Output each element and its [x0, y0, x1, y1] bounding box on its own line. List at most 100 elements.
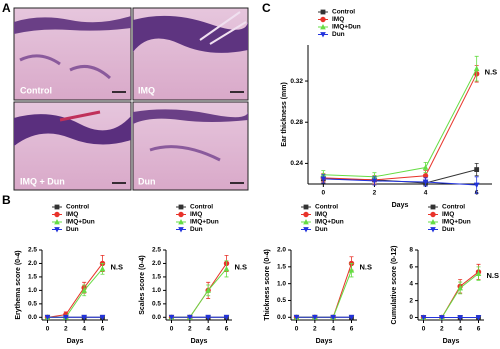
- marker: [320, 32, 326, 38]
- annotation: N.S: [487, 271, 500, 280]
- y-tick-label: 2: [409, 297, 413, 304]
- image-label: IMQ: [138, 85, 155, 95]
- x-tick-label: 6: [225, 326, 229, 333]
- series-line: [323, 73, 478, 181]
- x-axis-label: Days: [316, 338, 333, 345]
- marker: [473, 65, 480, 72]
- panel-label: B: [2, 193, 11, 207]
- marker: [54, 211, 60, 218]
- legend-label: Control: [190, 204, 213, 211]
- y-tick-label: 0.32: [290, 78, 303, 85]
- series-line: [323, 68, 478, 178]
- marker: [422, 173, 429, 179]
- x-tick-label: 4: [424, 190, 428, 197]
- marker: [430, 211, 436, 218]
- image-dun: [132, 101, 249, 191]
- legend-label: Dun: [315, 226, 328, 233]
- y-axis-label: Thickness score (0-4): [264, 249, 271, 321]
- series-line: [423, 271, 479, 318]
- annotation: N.S: [360, 262, 373, 271]
- y-tick-label: 2.0: [277, 247, 286, 254]
- marker: [168, 314, 175, 321]
- marker: [303, 219, 309, 225]
- marker: [420, 315, 427, 321]
- line-chart: 0 2 4 6 8 0 2 4 6 Days Cumulative score (0-12) Cont…: [391, 204, 499, 345]
- legend-label: IMQ+Dun: [332, 24, 361, 31]
- x-tick-label: 2: [373, 190, 377, 197]
- marker: [473, 182, 480, 189]
- marker: [178, 227, 184, 233]
- image-label: IMQ + Dun: [20, 176, 65, 186]
- legend-label: IMQ+Dun: [66, 219, 95, 226]
- x-tick-label: 0: [295, 326, 299, 333]
- y-tick-label: 0.5: [277, 297, 286, 304]
- line-chart: 0.0 0.5 1.0 1.5 2.0 0 2 4 6 Days Thickness score (…: [264, 204, 372, 345]
- marker: [44, 314, 51, 321]
- annotation: N.S: [111, 262, 124, 271]
- y-tick-label: 0.0: [152, 314, 161, 321]
- y-tick-label: 8: [409, 247, 413, 254]
- series-line: [423, 273, 479, 318]
- legend-label: Control: [332, 9, 355, 16]
- marker: [178, 204, 184, 210]
- x-tick-label: 0: [170, 326, 174, 333]
- line-chart: 0.0 0.5 1.0 1.5 2.0 2.5 0 2 4 6 Days Scales score (…: [139, 204, 247, 345]
- marker: [457, 284, 463, 291]
- marker: [422, 164, 429, 170]
- image-imq-dun: [13, 101, 132, 191]
- marker: [312, 314, 318, 321]
- x-tick-label: 0: [322, 190, 326, 197]
- x-tick-label: 2: [440, 326, 444, 333]
- marker: [54, 204, 60, 210]
- y-tick-label: 0: [409, 314, 413, 321]
- y-tick-label: 1.5: [152, 274, 161, 281]
- marker: [475, 315, 482, 321]
- marker: [320, 16, 326, 23]
- marker: [178, 219, 184, 225]
- marker: [99, 265, 106, 272]
- y-tick-label: 0.5: [152, 301, 161, 308]
- marker: [54, 227, 60, 233]
- line-chart: 0.0 0.5 1.0 1.5 2.0 2.5 0 2 4 6 Days Erythema score…: [15, 204, 123, 345]
- image-label: Control: [20, 85, 52, 95]
- legend-label: IMQ+Dun: [442, 219, 471, 226]
- marker: [63, 314, 69, 321]
- legend-label: IMQ: [315, 211, 327, 218]
- marker: [223, 265, 230, 272]
- y-tick-label: 2.0: [152, 260, 161, 267]
- y-tick-label: 1.5: [28, 274, 37, 281]
- series-line: [171, 263, 227, 318]
- histology-images: Control IMQ IMQ + Dun Dun: [13, 7, 249, 191]
- annotation: N.S: [235, 262, 248, 271]
- legend-label: IMQ+Dun: [315, 219, 344, 226]
- marker: [348, 314, 355, 321]
- x-tick-label: 4: [331, 326, 335, 333]
- marker: [475, 270, 482, 277]
- panel-label: A: [2, 1, 11, 15]
- marker: [320, 176, 327, 182]
- marker: [223, 314, 230, 321]
- x-tick-label: 6: [101, 326, 105, 333]
- series-line: [47, 263, 103, 318]
- y-tick-label: 2.0: [28, 260, 37, 267]
- x-tick-label: 2: [64, 326, 68, 333]
- marker: [430, 219, 436, 225]
- image-control: [13, 7, 132, 101]
- x-tick-label: 4: [206, 326, 210, 333]
- marker: [54, 219, 60, 225]
- marker: [439, 315, 445, 321]
- series-line: [47, 268, 103, 318]
- y-tick-label: 2.5: [28, 247, 37, 254]
- y-tick-label: 1.0: [152, 287, 161, 294]
- marker: [187, 314, 193, 321]
- y-tick-label: 2.5: [152, 247, 161, 254]
- marker: [81, 314, 87, 321]
- x-tick-label: 4: [458, 326, 462, 333]
- legend-label: Dun: [332, 31, 345, 38]
- y-tick-label: 0.24: [290, 160, 303, 167]
- x-tick-label: 0: [422, 326, 426, 333]
- y-tick-label: 0.0: [28, 314, 37, 321]
- annotation: N.S: [485, 68, 498, 77]
- marker: [371, 178, 378, 184]
